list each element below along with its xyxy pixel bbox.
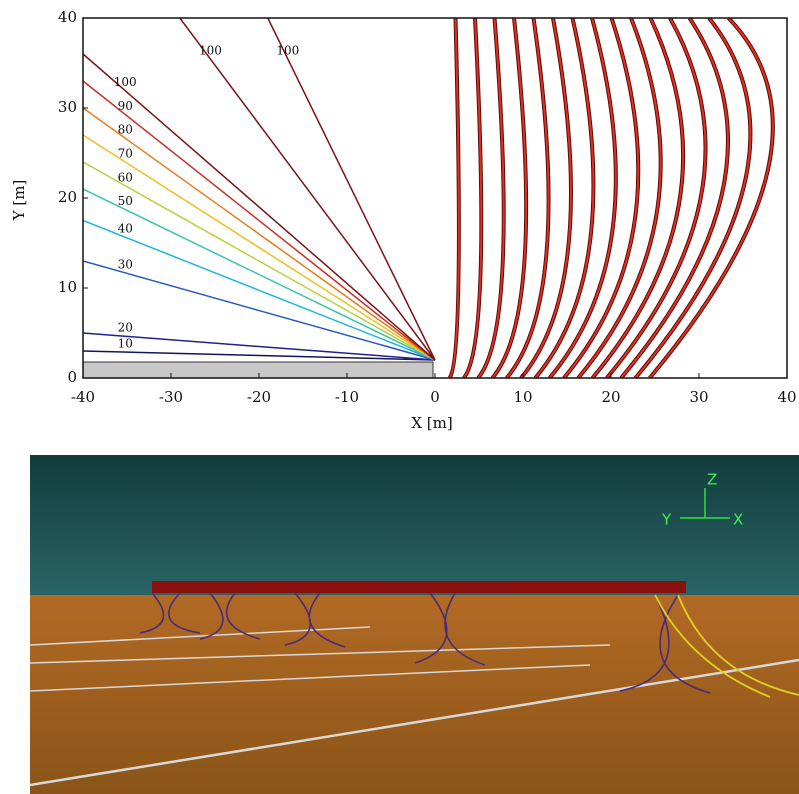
x-tick-label: -40: [71, 388, 95, 406]
contour-label: 100: [276, 44, 299, 58]
contour-label: 90: [118, 99, 133, 113]
contour-line: [83, 189, 435, 360]
contour-line: [83, 54, 435, 360]
wave-arc: [521, 18, 571, 378]
axis-label: Y: [661, 511, 672, 529]
contour-label: 100: [114, 75, 137, 89]
y-axis-label: Y [m]: [10, 180, 28, 222]
x-tick-label: 0: [430, 388, 440, 406]
breakwater: [83, 362, 433, 378]
x-tick-label: 20: [601, 388, 620, 406]
contour-line: [83, 81, 435, 360]
contour-label: 70: [118, 147, 133, 161]
y-tick-label: 20: [58, 188, 77, 206]
seabed: [30, 595, 799, 794]
contour-line: [83, 108, 435, 360]
x-tick-label: 10: [513, 388, 532, 406]
contour-label: 60: [118, 170, 133, 184]
wave-arc: [464, 18, 482, 378]
contour-label: 100: [199, 44, 222, 58]
floating-platform: [152, 581, 686, 593]
wave-arc: [650, 18, 773, 378]
contour-label: 20: [118, 321, 133, 335]
contour-line: [83, 261, 435, 360]
wave-arc: [564, 18, 638, 378]
wave-arc: [650, 18, 773, 378]
y-tick-label: 30: [58, 98, 77, 116]
contour-line: [83, 135, 435, 360]
contour-label: 50: [118, 194, 133, 208]
contour-line: [83, 162, 435, 360]
water: [30, 455, 799, 595]
contour-line: [268, 18, 435, 360]
contour-label: 40: [118, 222, 133, 236]
y-tick-label: 40: [58, 8, 77, 26]
x-tick-label: 40: [777, 388, 796, 406]
axis-label: X: [733, 511, 743, 529]
x-axis-label: X [m]: [411, 414, 452, 432]
y-tick-label: 10: [58, 278, 77, 296]
x-tick-label: 30: [689, 388, 708, 406]
x-tick-label: -20: [247, 388, 271, 406]
contour-plot: X [m] Y [m] -40 -30 -20 -10 0 10 20 30 40 0 10 20 30…: [0, 0, 799, 445]
x-tick-label: -30: [159, 388, 183, 406]
y-tick-label: 0: [67, 368, 77, 386]
contour-label: 80: [118, 123, 133, 137]
figure: X [m] Y [m] -40 -30 -20 -10 0 10 20 30 40 0 10 20 30…: [0, 0, 799, 794]
x-tick-label: -10: [335, 388, 359, 406]
3d-render: Z Y X: [30, 455, 799, 794]
contour-label: 10: [118, 337, 133, 351]
contour-label: 30: [118, 257, 133, 271]
axis-label: Z: [707, 471, 717, 489]
